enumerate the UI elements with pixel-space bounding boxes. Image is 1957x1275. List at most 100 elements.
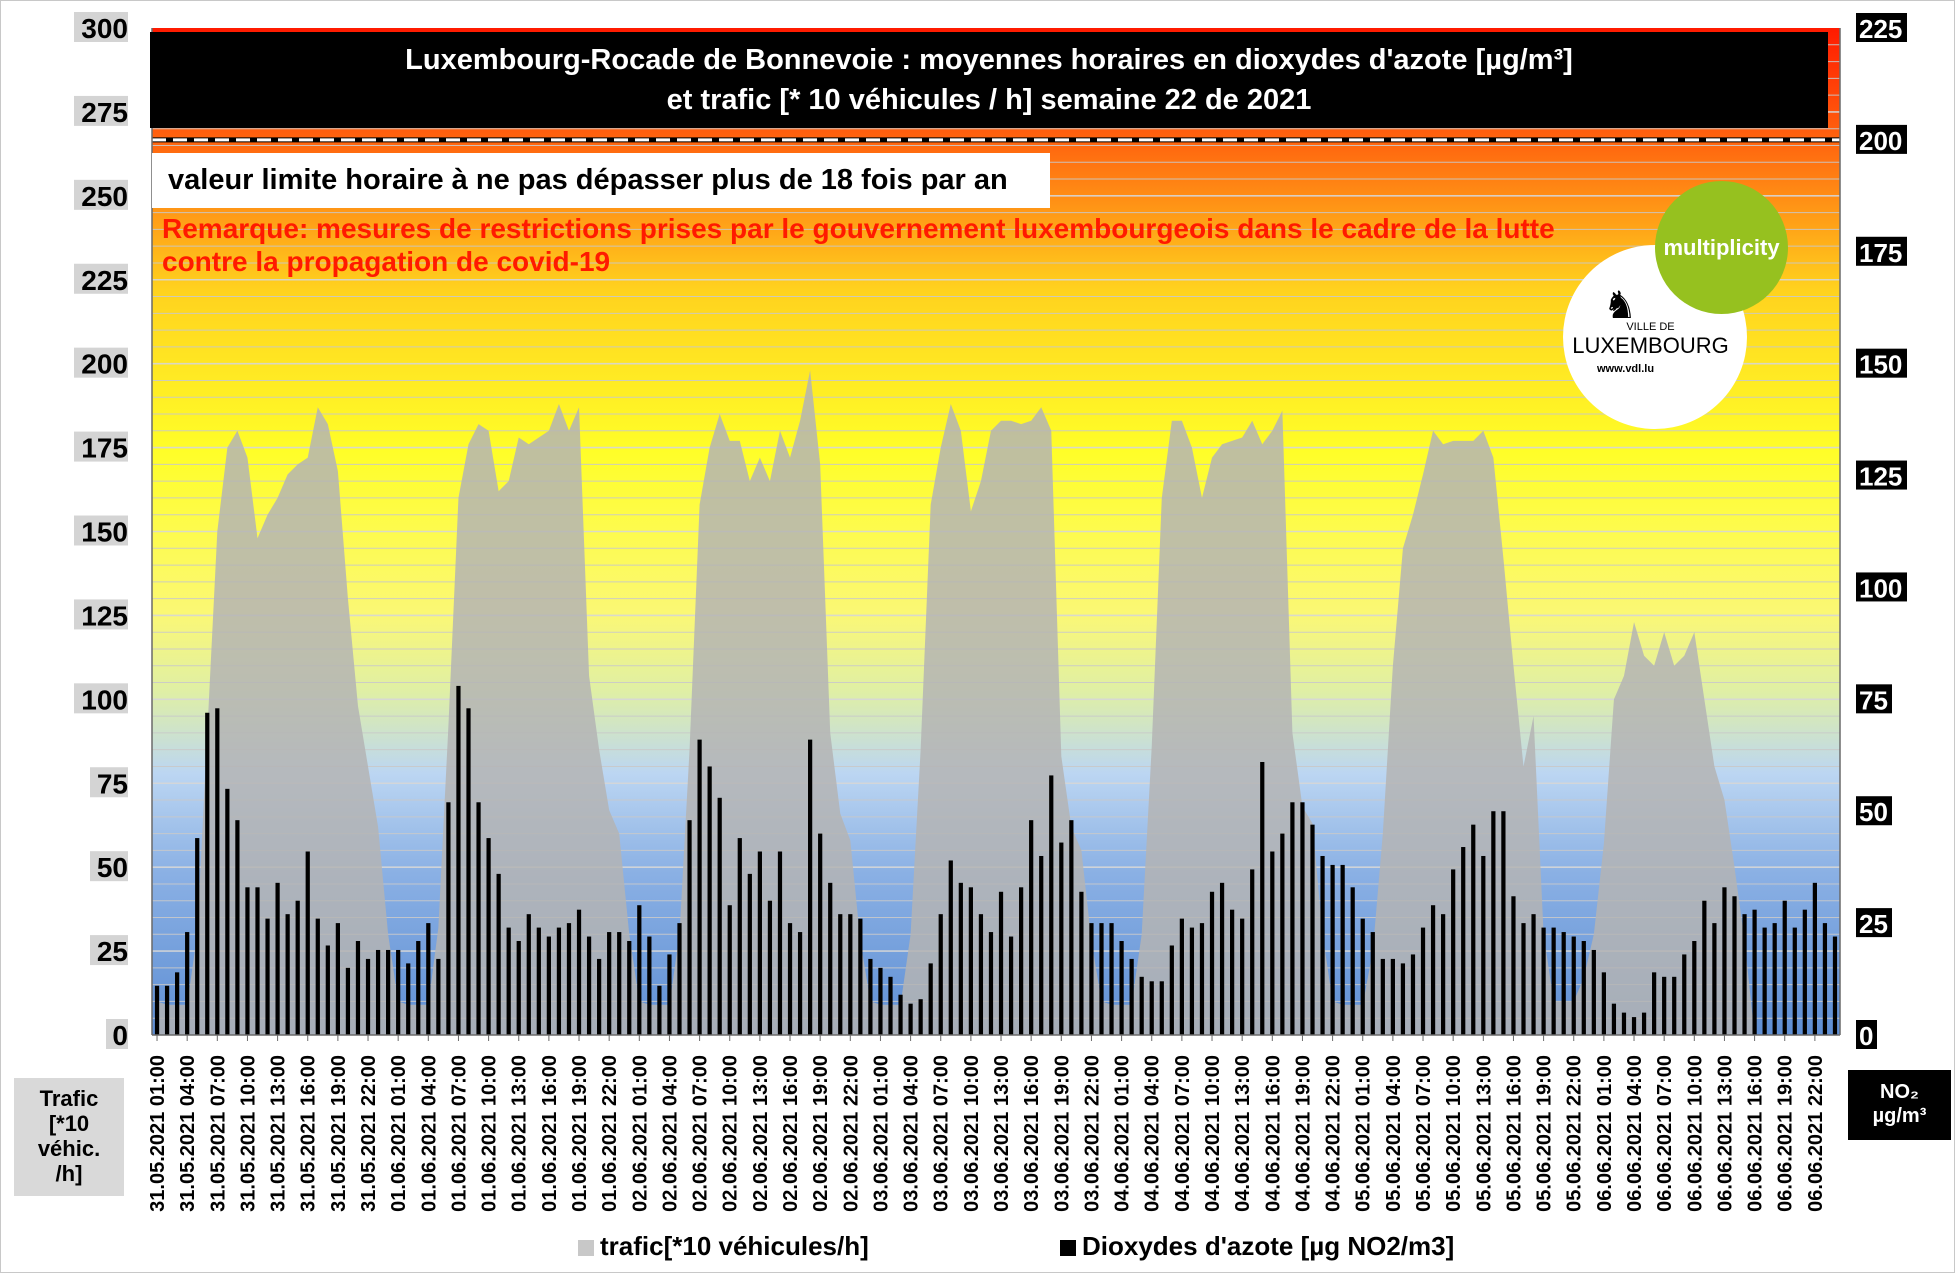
no2-bar <box>1521 923 1526 1035</box>
x-tick-label: 03.06.2021 13:00 <box>991 1055 1013 1212</box>
remark-line-1: Remarque: mesures de restrictions prises… <box>162 213 1555 244</box>
no2-bar <box>476 802 481 1035</box>
no2-bar <box>1089 923 1094 1035</box>
y-tick-right: 75 <box>1859 685 1888 715</box>
no2-bar <box>717 797 722 1035</box>
no2-bar <box>1782 900 1787 1035</box>
y-tick-left: 175 <box>81 433 128 464</box>
x-tick-label: 03.06.2021 22:00 <box>1081 1055 1103 1212</box>
no2-bar <box>1501 811 1506 1035</box>
no2-bar <box>1732 896 1737 1035</box>
y-tick-right-bg <box>1856 1020 1877 1049</box>
y-axis-right-ticks: 0 25 50 75 100 125 150 175 200 225 <box>1856 13 1907 1051</box>
x-tick-label: 06.06.2021 19:00 <box>1775 1055 1797 1212</box>
no2-bar <box>255 887 260 1035</box>
no2-bar <box>396 949 401 1035</box>
no2-bar <box>1008 936 1014 1035</box>
no2-bar <box>325 945 330 1035</box>
y-tick-left: 250 <box>81 181 128 212</box>
x-tick-label: 06.06.2021 04:00 <box>1624 1055 1646 1212</box>
x-tick-label: 01.06.2021 19:00 <box>569 1055 591 1212</box>
left-axis-title: Trafic [*10 véhic. /h] <box>14 1078 124 1196</box>
y-tick-right: 0 <box>1859 1021 1873 1051</box>
y-tick-right-bg <box>1856 684 1892 714</box>
no2-bar <box>1812 882 1817 1035</box>
no2-bar <box>1139 976 1144 1035</box>
right-axis-title-line: NO₂ <box>1880 1081 1919 1103</box>
no2-bar <box>757 851 762 1035</box>
no2-bar <box>1290 802 1295 1035</box>
y-tick-right-bg <box>1856 572 1907 602</box>
no2-bar <box>1119 941 1124 1035</box>
no2-bar <box>1169 945 1174 1035</box>
y-tick-left-bg <box>74 347 128 378</box>
x-tick-label: 04.06.2021 07:00 <box>1172 1055 1194 1212</box>
no2-bar <box>908 1003 913 1035</box>
no2-bar <box>1260 761 1265 1035</box>
no2-bar <box>154 985 160 1035</box>
no2-bar <box>1219 882 1225 1035</box>
no2-bar <box>597 958 602 1035</box>
right-axis-title-line: µg/m³ <box>1872 1105 1927 1127</box>
no2-bar <box>185 932 190 1035</box>
y-tick-right: 50 <box>1859 797 1888 827</box>
no2-bar <box>1390 958 1395 1035</box>
no2-bar <box>1099 923 1104 1035</box>
no2-bar <box>1762 927 1767 1035</box>
no2-bar <box>1491 811 1496 1035</box>
no2-bar <box>808 739 813 1035</box>
no2-bar <box>526 914 531 1035</box>
no2-bar <box>586 936 592 1035</box>
no2-bar <box>1019 887 1024 1035</box>
y-tick-left-bg <box>74 12 128 42</box>
no2-bar <box>466 708 471 1035</box>
y-tick-right: 175 <box>1859 238 1902 268</box>
remark-line-2: contre la propagation de covid-19 <box>162 246 611 277</box>
no2-bar <box>767 900 773 1035</box>
no2-bar <box>416 941 421 1035</box>
logo-luxembourg: LUXEMBOURG <box>1572 333 1729 358</box>
no2-bar <box>1039 855 1044 1035</box>
no2-bar <box>848 914 853 1035</box>
no2-bar <box>1370 932 1375 1035</box>
x-tick-label: 06.06.2021 13:00 <box>1714 1055 1736 1212</box>
no2-bar <box>1230 909 1235 1035</box>
no2-bar <box>1420 927 1426 1035</box>
x-tick-label: 04.06.2021 19:00 <box>1292 1055 1314 1212</box>
y-tick-right-bg <box>1856 348 1907 378</box>
no2-bar <box>556 927 562 1035</box>
no2-bar <box>275 882 280 1035</box>
x-tick-label: 01.06.2021 22:00 <box>599 1055 621 1212</box>
x-tick-label: 05.06.2021 10:00 <box>1443 1055 1465 1212</box>
y-tick-left-bg <box>106 1019 128 1049</box>
no2-bar <box>335 923 340 1035</box>
y-tick-left: 275 <box>81 97 128 128</box>
x-tick-label: 31.05.2021 22:00 <box>358 1055 380 1212</box>
no2-bar <box>787 923 793 1035</box>
x-tick-label: 04.06.2021 01:00 <box>1112 1055 1134 1212</box>
no2-bar <box>617 932 622 1035</box>
x-tick-label: 05.06.2021 07:00 <box>1413 1055 1435 1212</box>
no2-bar <box>1541 927 1546 1035</box>
no2-bar <box>647 936 652 1035</box>
no2-bar <box>576 909 582 1035</box>
no2-bar <box>737 838 742 1035</box>
x-tick-label: 03.06.2021 16:00 <box>1021 1055 1043 1212</box>
no2-bar <box>1551 927 1556 1035</box>
limit-value-label: valeur limite horaire à ne pas dépasser … <box>152 153 1050 208</box>
y-tick-left: 125 <box>81 600 128 631</box>
no2-bar <box>918 999 923 1035</box>
no2-bar <box>888 976 893 1035</box>
x-tick-label: 05.06.2021 01:00 <box>1353 1055 1375 1212</box>
x-tick-label: 02.06.2021 22:00 <box>840 1055 862 1212</box>
y-tick-left: 200 <box>81 349 128 380</box>
no2-bar <box>1029 820 1034 1035</box>
no2-bar <box>998 891 1004 1035</box>
x-tick-label: 02.06.2021 01:00 <box>629 1055 651 1212</box>
no2-bar <box>1310 824 1315 1035</box>
x-tick-label: 06.06.2021 07:00 <box>1654 1055 1676 1212</box>
no2-bar <box>1471 824 1476 1035</box>
x-tick-label: 05.06.2021 04:00 <box>1383 1055 1405 1212</box>
no2-bar <box>1481 855 1486 1035</box>
